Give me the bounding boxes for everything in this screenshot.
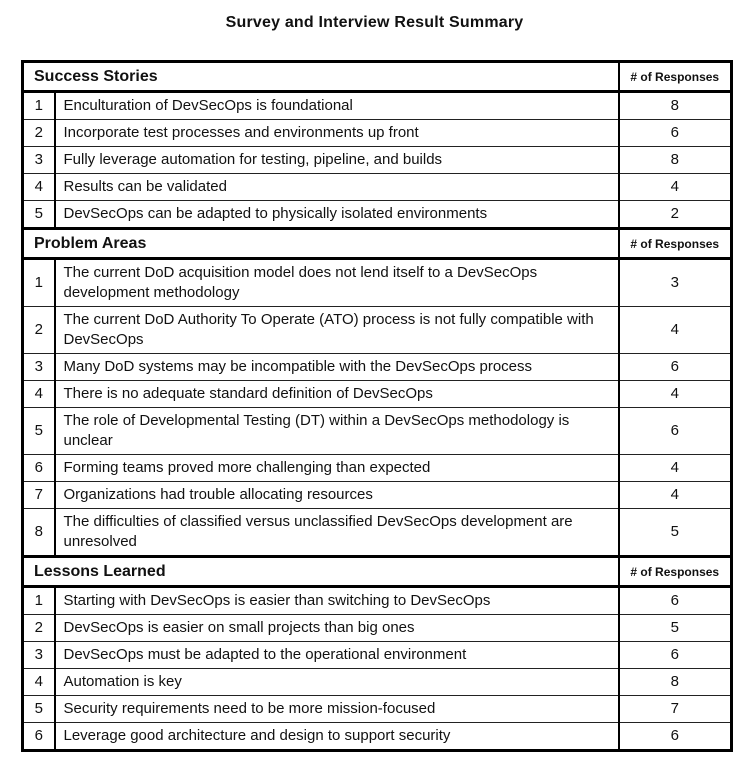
row-description: Many DoD systems may be incompatible wit… [54, 353, 620, 381]
section-header-row: Problem Areas # of Responses [22, 227, 732, 260]
row-description: Security requirements need to be more mi… [54, 695, 620, 723]
row-description: The difficulties of classified versus un… [54, 508, 620, 557]
table-row: 3 Fully leverage automation for testing,… [22, 146, 732, 174]
row-number: 4 [22, 173, 56, 201]
table-row: 5 The role of Developmental Testing (DT)… [22, 407, 732, 455]
row-number: 4 [22, 668, 56, 696]
row-responses-count: 6 [618, 119, 732, 147]
table-row: 8 The difficulties of classified versus … [22, 508, 732, 557]
table-row: 1 The current DoD acquisition model does… [22, 258, 732, 307]
table-row: 1 Enculturation of DevSecOps is foundati… [22, 91, 732, 120]
row-responses-count: 6 [618, 407, 732, 455]
row-responses-count: 2 [618, 200, 732, 229]
table-row: 5 DevSecOps can be adapted to physically… [22, 200, 732, 229]
section-header-row: Success Stories # of Responses [22, 60, 732, 93]
row-number: 4 [22, 380, 56, 408]
row-number: 3 [22, 353, 56, 381]
table-row: 3 Many DoD systems may be incompatible w… [22, 353, 732, 381]
row-responses-count: 6 [618, 353, 732, 381]
row-number: 3 [22, 146, 56, 174]
row-description: Incorporate test processes and environme… [54, 119, 620, 147]
responses-column-header: # of Responses [617, 227, 732, 260]
table-row: 2 The current DoD Authority To Operate (… [22, 306, 732, 354]
row-responses-count: 5 [618, 614, 732, 642]
section-title: Success Stories [22, 60, 619, 93]
table-row: 6 Leverage good architecture and design … [22, 722, 732, 751]
table-row: 6 Forming teams proved more challenging … [22, 454, 732, 482]
row-number: 6 [22, 454, 56, 482]
row-description: The current DoD acquisition model does n… [54, 258, 620, 307]
table-row: 2 Incorporate test processes and environ… [22, 119, 732, 147]
row-responses-count: 4 [618, 306, 732, 354]
row-responses-count: 4 [618, 380, 732, 408]
table-row: 1 Starting with DevSecOps is easier than… [22, 586, 732, 615]
row-responses-count: 7 [618, 695, 732, 723]
row-number: 1 [22, 258, 56, 307]
row-responses-count: 5 [618, 508, 732, 557]
row-number: 2 [22, 614, 56, 642]
row-number: 7 [22, 481, 56, 509]
row-responses-count: 8 [618, 668, 732, 696]
table-row: 4 Automation is key 8 [22, 668, 732, 696]
row-description: DevSecOps must be adapted to the operati… [54, 641, 620, 669]
row-description: There is no adequate standard definition… [54, 380, 620, 408]
row-responses-count: 4 [618, 173, 732, 201]
row-number: 3 [22, 641, 56, 669]
row-number: 1 [22, 91, 56, 120]
row-description: Automation is key [54, 668, 620, 696]
row-responses-count: 6 [618, 586, 732, 615]
row-description: DevSecOps is easier on small projects th… [54, 614, 620, 642]
page-title: Survey and Interview Result Summary [225, 14, 524, 31]
row-responses-count: 6 [618, 722, 732, 751]
row-description: The current DoD Authority To Operate (AT… [54, 306, 620, 354]
row-number: 5 [22, 695, 56, 723]
row-description: DevSecOps can be adapted to physically i… [54, 200, 620, 229]
row-description: Forming teams proved more challenging th… [54, 454, 620, 482]
row-number: 2 [22, 119, 56, 147]
row-description: Leverage good architecture and design to… [54, 722, 620, 751]
table-row: 4 There is no adequate standard definiti… [22, 380, 732, 408]
row-responses-count: 4 [618, 481, 732, 509]
table-row: 4 Results can be validated 4 [22, 173, 732, 201]
table-row: 5 Security requirements need to be more … [22, 695, 732, 723]
row-responses-count: 8 [618, 146, 732, 174]
row-number: 8 [22, 508, 56, 557]
row-description: Starting with DevSecOps is easier than s… [54, 586, 620, 615]
table-row: 7 Organizations had trouble allocating r… [22, 481, 732, 509]
row-responses-count: 6 [618, 641, 732, 669]
section-title: Problem Areas [22, 227, 619, 260]
responses-column-header: # of Responses [617, 60, 732, 93]
row-number: 5 [22, 407, 56, 455]
row-responses-count: 3 [618, 258, 732, 307]
row-description: The role of Developmental Testing (DT) w… [54, 407, 620, 455]
table-row: 3 DevSecOps must be adapted to the opera… [22, 641, 732, 669]
row-description: Fully leverage automation for testing, p… [54, 146, 620, 174]
section-header-row: Lessons Learned # of Responses [22, 555, 732, 588]
summary-table: Success Stories # of Responses 1 Encultu… [21, 60, 733, 752]
row-description: Results can be validated [54, 173, 620, 201]
responses-column-header: # of Responses [617, 555, 732, 588]
row-responses-count: 4 [618, 454, 732, 482]
section-title: Lessons Learned [22, 555, 619, 588]
row-number: 6 [22, 722, 56, 751]
row-number: 5 [22, 200, 56, 229]
table-row: 2 DevSecOps is easier on small projects … [22, 614, 732, 642]
row-number: 1 [22, 586, 56, 615]
row-number: 2 [22, 306, 56, 354]
row-responses-count: 8 [618, 91, 732, 120]
row-description: Enculturation of DevSecOps is foundation… [54, 91, 620, 120]
row-description: Organizations had trouble allocating res… [54, 481, 620, 509]
